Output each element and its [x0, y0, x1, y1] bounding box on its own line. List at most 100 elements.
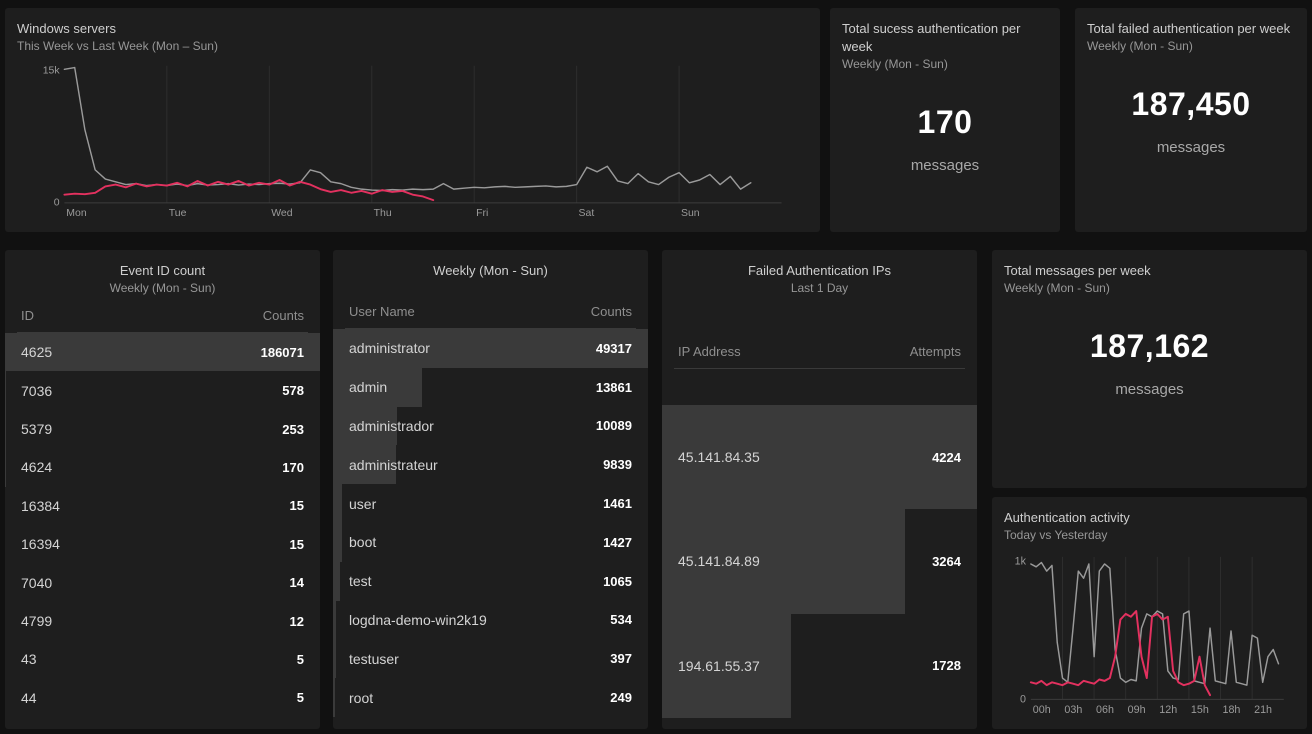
row-value: 5: [296, 690, 304, 706]
row-value: 3264: [932, 553, 961, 569]
table-row[interactable]: 4624 170: [5, 448, 320, 487]
row-value: 13861: [595, 379, 632, 395]
row-label: 16384: [21, 497, 60, 514]
column-header-counts: Counts: [262, 308, 304, 323]
x-tick-label: 12h: [1159, 704, 1177, 716]
panel-title: Authentication activity: [1004, 510, 1130, 525]
failed-auth-panel: Total failed authentication per week Wee…: [1075, 8, 1307, 232]
column-header-attempts: Attempts: [909, 344, 961, 359]
row-label: test: [349, 573, 372, 590]
row-label: administrateur: [349, 456, 438, 473]
table-row[interactable]: root 249: [333, 678, 648, 717]
x-tick-label: 06h: [1096, 704, 1114, 716]
row-value: 49317: [595, 340, 632, 356]
panel-subtitle: Weekly (Mon - Sun): [842, 57, 948, 71]
value-bar: [333, 329, 648, 368]
row-label: admin: [349, 379, 388, 396]
x-tick-label: Thu: [374, 208, 392, 219]
table-row[interactable]: administrator 49317: [333, 329, 648, 368]
panel-title: Total sucess authentication per week: [842, 21, 1021, 54]
x-tick-label: 15h: [1191, 704, 1209, 716]
table-header: ID Counts: [17, 296, 308, 333]
stat-value: 170: [917, 104, 973, 140]
row-label: administrator: [349, 340, 430, 357]
panel-subtitle: Weekly (Mon - Sun): [1087, 39, 1193, 53]
stat-value: 187,450: [1131, 86, 1251, 122]
table-row[interactable]: 16394 15: [5, 525, 320, 564]
x-tick-label: Sun: [681, 208, 700, 219]
row-label: 43: [21, 651, 37, 668]
table-row[interactable]: 43 5: [5, 640, 320, 678]
value-bar: [333, 639, 336, 679]
panel-subtitle: Weekly (Mon - Sun): [109, 281, 216, 295]
row-value: 15: [289, 536, 304, 552]
panel-title: Event ID count: [119, 263, 206, 278]
value-bar: [333, 445, 396, 485]
user-table-rows: administrator 49317 admin 13861 administrado…: [333, 329, 648, 717]
row-value: 578: [282, 383, 304, 399]
row-value: 12: [289, 613, 304, 629]
auth-activity-chart[interactable]: 00h 03h 06h 09h 12h 15h 18h 21h 1k 0: [1004, 551, 1295, 717]
table-row[interactable]: 45.141.84.89 3264: [662, 509, 977, 614]
panel-title: Total messages per week: [1004, 263, 1151, 278]
row-label: testuser: [349, 650, 399, 667]
row-label: 7036: [21, 382, 53, 399]
table-row[interactable]: boot 1427: [333, 522, 648, 562]
today-line: [1029, 610, 1212, 697]
row-label: 4799: [21, 613, 53, 630]
panel-title: Failed Authentication IPs: [747, 263, 892, 278]
panel-subtitle: This Week vs Last Week (Mon – Sun): [17, 39, 218, 53]
row-label: 16394: [21, 536, 60, 553]
row-label: logdna-demo-win2k19: [349, 611, 487, 628]
table-row[interactable]: logdna-demo-win2k19 534: [333, 600, 648, 640]
table-row[interactable]: administrateur 9839: [333, 445, 648, 485]
column-header-ip: IP Address: [678, 344, 741, 359]
row-value: 5: [296, 651, 304, 667]
value-bar: [5, 371, 6, 410]
value-bar: [333, 600, 337, 640]
table-row[interactable]: 16384 15: [5, 486, 320, 526]
value-bar: [333, 367, 422, 407]
y-axis-min-label: 0: [54, 198, 60, 209]
row-label: 5379: [21, 421, 53, 438]
row-value: 534: [610, 612, 632, 628]
row-value: 253: [282, 421, 304, 437]
panel-subtitle: Today vs Yesterday: [1004, 528, 1108, 542]
table-row[interactable]: 4625 186071: [5, 333, 320, 372]
table-row[interactable]: testuser 397: [333, 639, 648, 679]
panel-subtitle: Weekly (Mon - Sun): [1004, 281, 1110, 295]
stat-unit: messages: [1156, 139, 1226, 156]
table-row[interactable]: user 1461: [333, 484, 648, 523]
value-bar: [662, 613, 791, 718]
table-row[interactable]: admin 13861: [333, 367, 648, 407]
x-tick-label: 03h: [1064, 704, 1082, 716]
row-label: 4624: [21, 459, 53, 476]
value-bar: [333, 406, 398, 446]
table-row[interactable]: 7036 578: [5, 371, 320, 410]
table-row[interactable]: 45.141.84.35 4224: [662, 405, 977, 510]
table-row[interactable]: 44 5: [5, 679, 320, 717]
table-row[interactable]: administrador 10089: [333, 406, 648, 446]
panel-title: Windows servers: [17, 21, 116, 36]
total-messages-panel: Total messages per week Weekly (Mon - Su…: [992, 250, 1307, 488]
row-label: 45.141.84.35: [678, 449, 760, 466]
panel-title: Weekly (Mon - Sun): [433, 263, 548, 278]
auth-activity-panel: Authentication activity Today vs Yesterd…: [992, 497, 1307, 729]
row-value: 10089: [595, 418, 632, 434]
row-value: 15: [289, 498, 304, 514]
row-value: 1461: [603, 496, 632, 512]
table-row[interactable]: 7040 14: [5, 563, 320, 602]
table-row[interactable]: 5379 253: [5, 409, 320, 449]
value-bar: [662, 509, 906, 614]
windows-servers-panel: Windows servers This Week vs Last Week (…: [5, 8, 820, 232]
value-bar: [333, 522, 343, 562]
windows-servers-chart[interactable]: Mon Tue Wed Thu Fri Sat Sun 15k 0: [17, 60, 808, 220]
row-value: 249: [610, 690, 632, 706]
row-value: 1065: [603, 573, 632, 589]
x-tick-label: Sat: [579, 208, 595, 219]
row-label: boot: [349, 534, 377, 551]
table-row[interactable]: test 1065: [333, 561, 648, 601]
table-header: User Name Counts: [345, 292, 636, 329]
table-row[interactable]: 194.61.55.37 1728: [662, 613, 977, 718]
table-row[interactable]: 4799 12: [5, 601, 320, 641]
